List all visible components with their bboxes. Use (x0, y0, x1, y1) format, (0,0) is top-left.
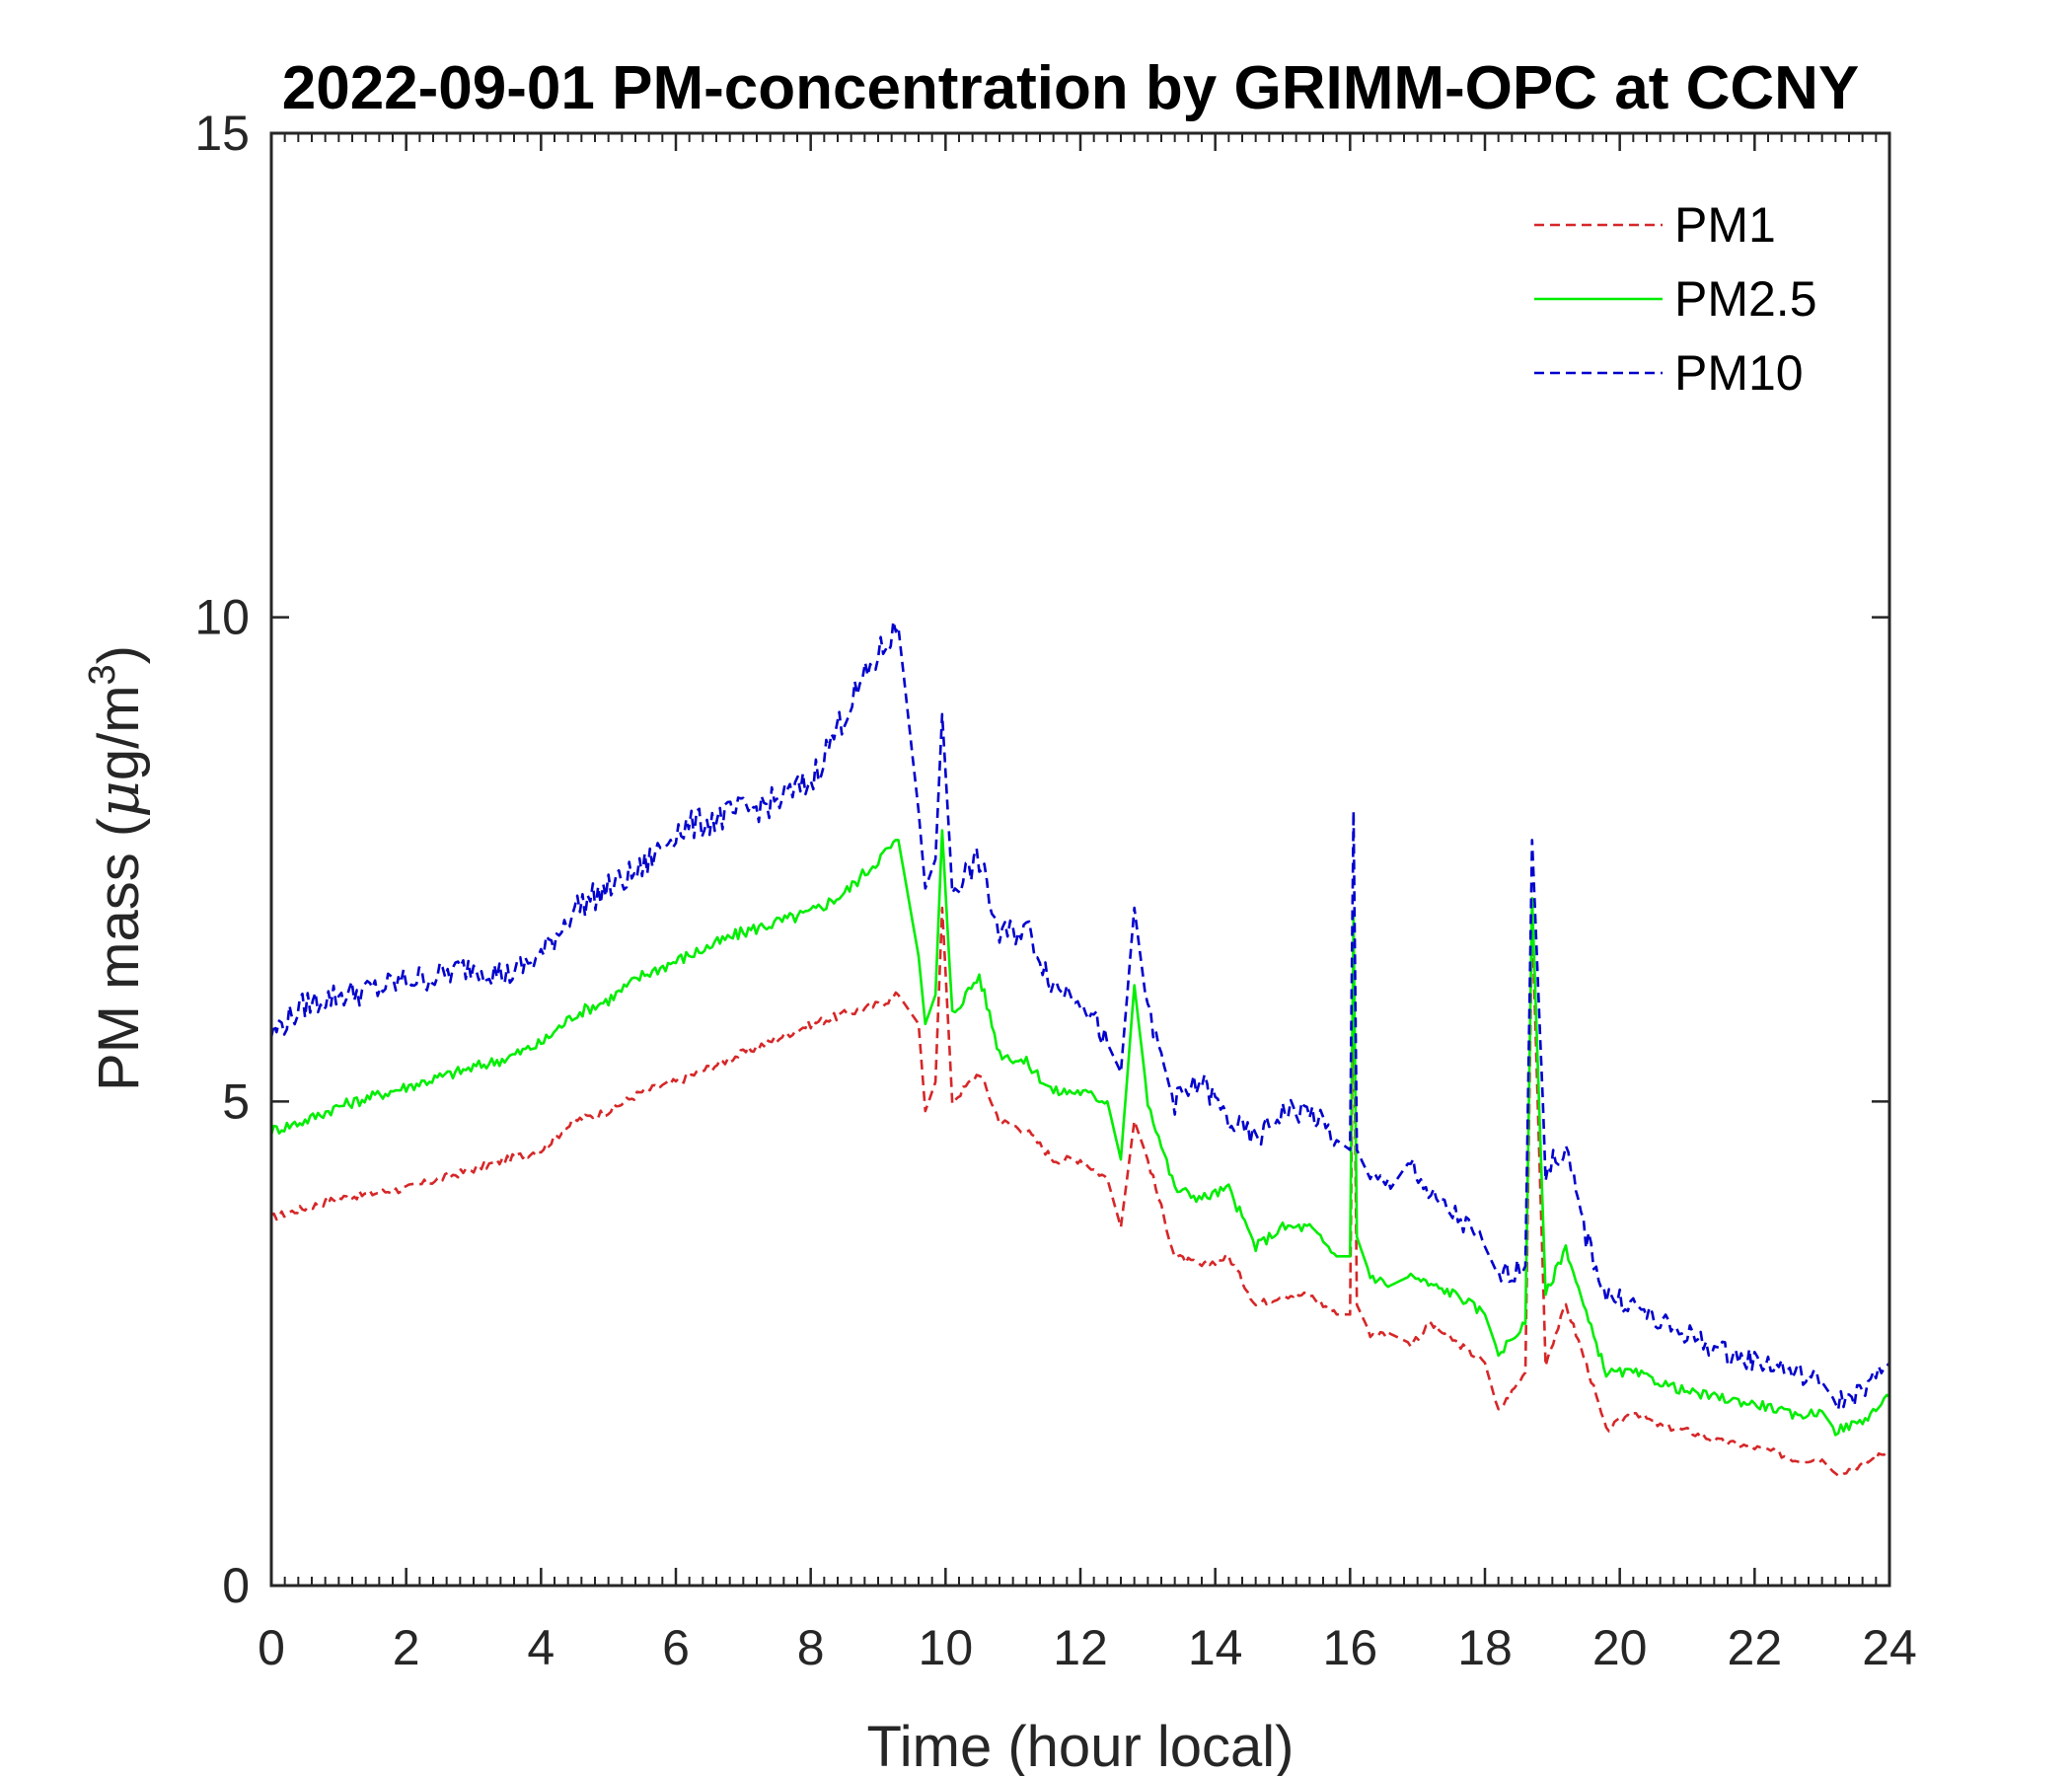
x-tick-label: 4 (527, 1620, 555, 1675)
x-tick-label: 12 (1053, 1620, 1108, 1675)
x-tick-label: 22 (1728, 1620, 1783, 1675)
x-tick-label: 14 (1188, 1620, 1243, 1675)
x-tick-label: 8 (797, 1620, 825, 1675)
y-axis-label-suffix: ) (87, 645, 151, 664)
y-tick-label: 15 (194, 106, 250, 161)
legend-label: PM1 (1674, 197, 1776, 253)
y-tick-label: 5 (222, 1073, 250, 1129)
x-tick-label: 10 (919, 1620, 974, 1675)
series-line-pm10 (269, 620, 1890, 1411)
plot-frame (269, 131, 1891, 1588)
x-tick-label: 0 (258, 1620, 285, 1675)
y-axis-label-sup: 3 (82, 664, 123, 685)
x-axis-label: Time (hour local) (867, 1715, 1295, 1776)
x-tick-label: 24 (1862, 1620, 1917, 1675)
y-tick-label: 10 (194, 590, 250, 645)
legend-label: PM2.5 (1674, 271, 1817, 327)
series-line-pm25 (269, 829, 1890, 1437)
chart-title: 2022-09-01 PM-concentration by GRIMM-OPC… (282, 54, 1860, 122)
y-axis-label-mu: μ (85, 780, 152, 818)
y-tick-label: 0 (222, 1558, 250, 1613)
y-axis-label-unit: g/m (87, 685, 151, 780)
y-axis-label-prefix: PM mass ( (87, 818, 151, 1091)
x-tick-label: 20 (1592, 1620, 1648, 1675)
x-tick-label: 6 (662, 1620, 690, 1675)
x-tick-label: 16 (1323, 1620, 1378, 1675)
legend-label: PM10 (1674, 345, 1804, 401)
x-tick-label: 18 (1457, 1620, 1513, 1675)
series-lines (269, 620, 1890, 1477)
legend: PM1 PM2.5 PM10 (1534, 197, 1817, 401)
y-axis-label: PM mass (μg/m3) (82, 645, 152, 1091)
series-line-pm1 (270, 906, 1890, 1477)
x-tick-label: 2 (393, 1620, 420, 1675)
